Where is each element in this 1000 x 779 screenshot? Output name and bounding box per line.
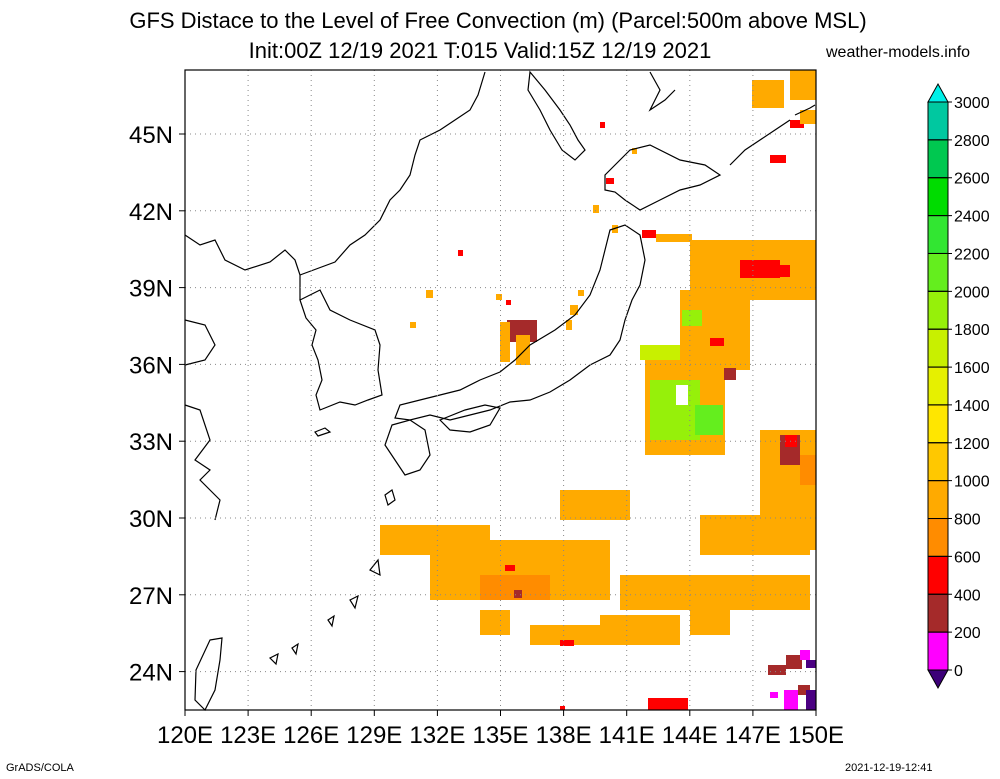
colorbar-label: 2200 bbox=[954, 246, 990, 263]
map-gridlines bbox=[185, 70, 816, 710]
colorbar-label: 1200 bbox=[954, 436, 990, 453]
colorbar-bin bbox=[927, 593, 949, 633]
lon-label: 144E bbox=[662, 722, 718, 749]
colorbar-label: 1400 bbox=[954, 398, 990, 415]
lon-label: 132E bbox=[409, 722, 465, 749]
colorbar-label: 2400 bbox=[954, 209, 990, 226]
site-label: weather-models.info bbox=[826, 44, 971, 61]
colorbar-label: 800 bbox=[954, 512, 981, 529]
colorbar-bin bbox=[927, 480, 949, 520]
colorbar-label: 2600 bbox=[954, 171, 990, 188]
colorbar-bin bbox=[927, 555, 949, 595]
lon-label: 138E bbox=[536, 722, 592, 749]
lon-label: 126E bbox=[283, 722, 339, 749]
colorbar-bin bbox=[927, 252, 949, 292]
colorbar-bin bbox=[927, 139, 949, 179]
lon-labels: 120E 123E 126E 129E 132E 135E 138E 141E 144E 147E… bbox=[157, 722, 844, 749]
lat-label: 27N bbox=[129, 583, 173, 610]
colorbar: 3000280026002400220020001800160014001200… bbox=[927, 82, 990, 690]
colorbar-label: 600 bbox=[954, 549, 981, 566]
coastlines bbox=[184, 70, 816, 712]
colorbar-label: 3000 bbox=[954, 95, 990, 112]
footer-timestamp: 2021-12-19-12:41 bbox=[845, 762, 933, 774]
colorbar-top-arrow bbox=[927, 82, 949, 103]
lat-label: 24N bbox=[129, 660, 173, 687]
colorbar-label: 1800 bbox=[954, 322, 990, 339]
colorbar-label: 0 bbox=[954, 663, 963, 680]
colorbar-bin bbox=[927, 290, 949, 330]
lon-label: 147E bbox=[725, 722, 781, 749]
lon-label: 135E bbox=[472, 722, 528, 749]
colorbar-bin bbox=[927, 404, 949, 444]
lon-label: 150E bbox=[788, 722, 844, 749]
lat-label: 45N bbox=[129, 122, 173, 149]
map-title: GFS Distace to the Level of Free Convect… bbox=[129, 8, 867, 33]
colorbar-bin bbox=[927, 518, 949, 557]
colorbar-label: 2000 bbox=[954, 284, 990, 301]
lon-label: 141E bbox=[599, 722, 655, 749]
colorbar-label: 400 bbox=[954, 587, 981, 604]
lat-labels: 45N 42N 39N 36N 33N 30N 27N 24N bbox=[129, 122, 173, 687]
colorbar-bin bbox=[927, 101, 949, 141]
colorbar-bin bbox=[927, 631, 949, 671]
footer-software: GrADS/COLA bbox=[6, 762, 74, 774]
colorbar-bin bbox=[927, 442, 949, 482]
lfc-field bbox=[380, 70, 816, 710]
lon-label: 120E bbox=[157, 722, 213, 749]
colorbar-label: 2800 bbox=[954, 133, 990, 150]
map-subtitle: Init:00Z 12/19 2021 T:015 Valid:15Z 12/1… bbox=[248, 38, 712, 63]
lat-label: 39N bbox=[129, 276, 173, 303]
colorbar-bin bbox=[927, 366, 949, 406]
colorbar-label: 1000 bbox=[954, 474, 990, 491]
lon-label: 123E bbox=[220, 722, 276, 749]
colorbar-bottom-arrow bbox=[927, 669, 949, 690]
lat-label: 33N bbox=[129, 429, 173, 456]
lat-label: 36N bbox=[129, 352, 173, 379]
colorbar-bin bbox=[927, 328, 949, 368]
lat-label: 30N bbox=[129, 506, 173, 533]
colorbar-label: 1600 bbox=[954, 360, 990, 377]
lon-label: 129E bbox=[346, 722, 402, 749]
colorbar-bin bbox=[927, 215, 949, 254]
colorbar-label: 200 bbox=[954, 625, 981, 642]
colorbar-bin bbox=[927, 177, 949, 217]
lat-label: 42N bbox=[129, 199, 173, 226]
axis-ticks bbox=[179, 133, 817, 716]
